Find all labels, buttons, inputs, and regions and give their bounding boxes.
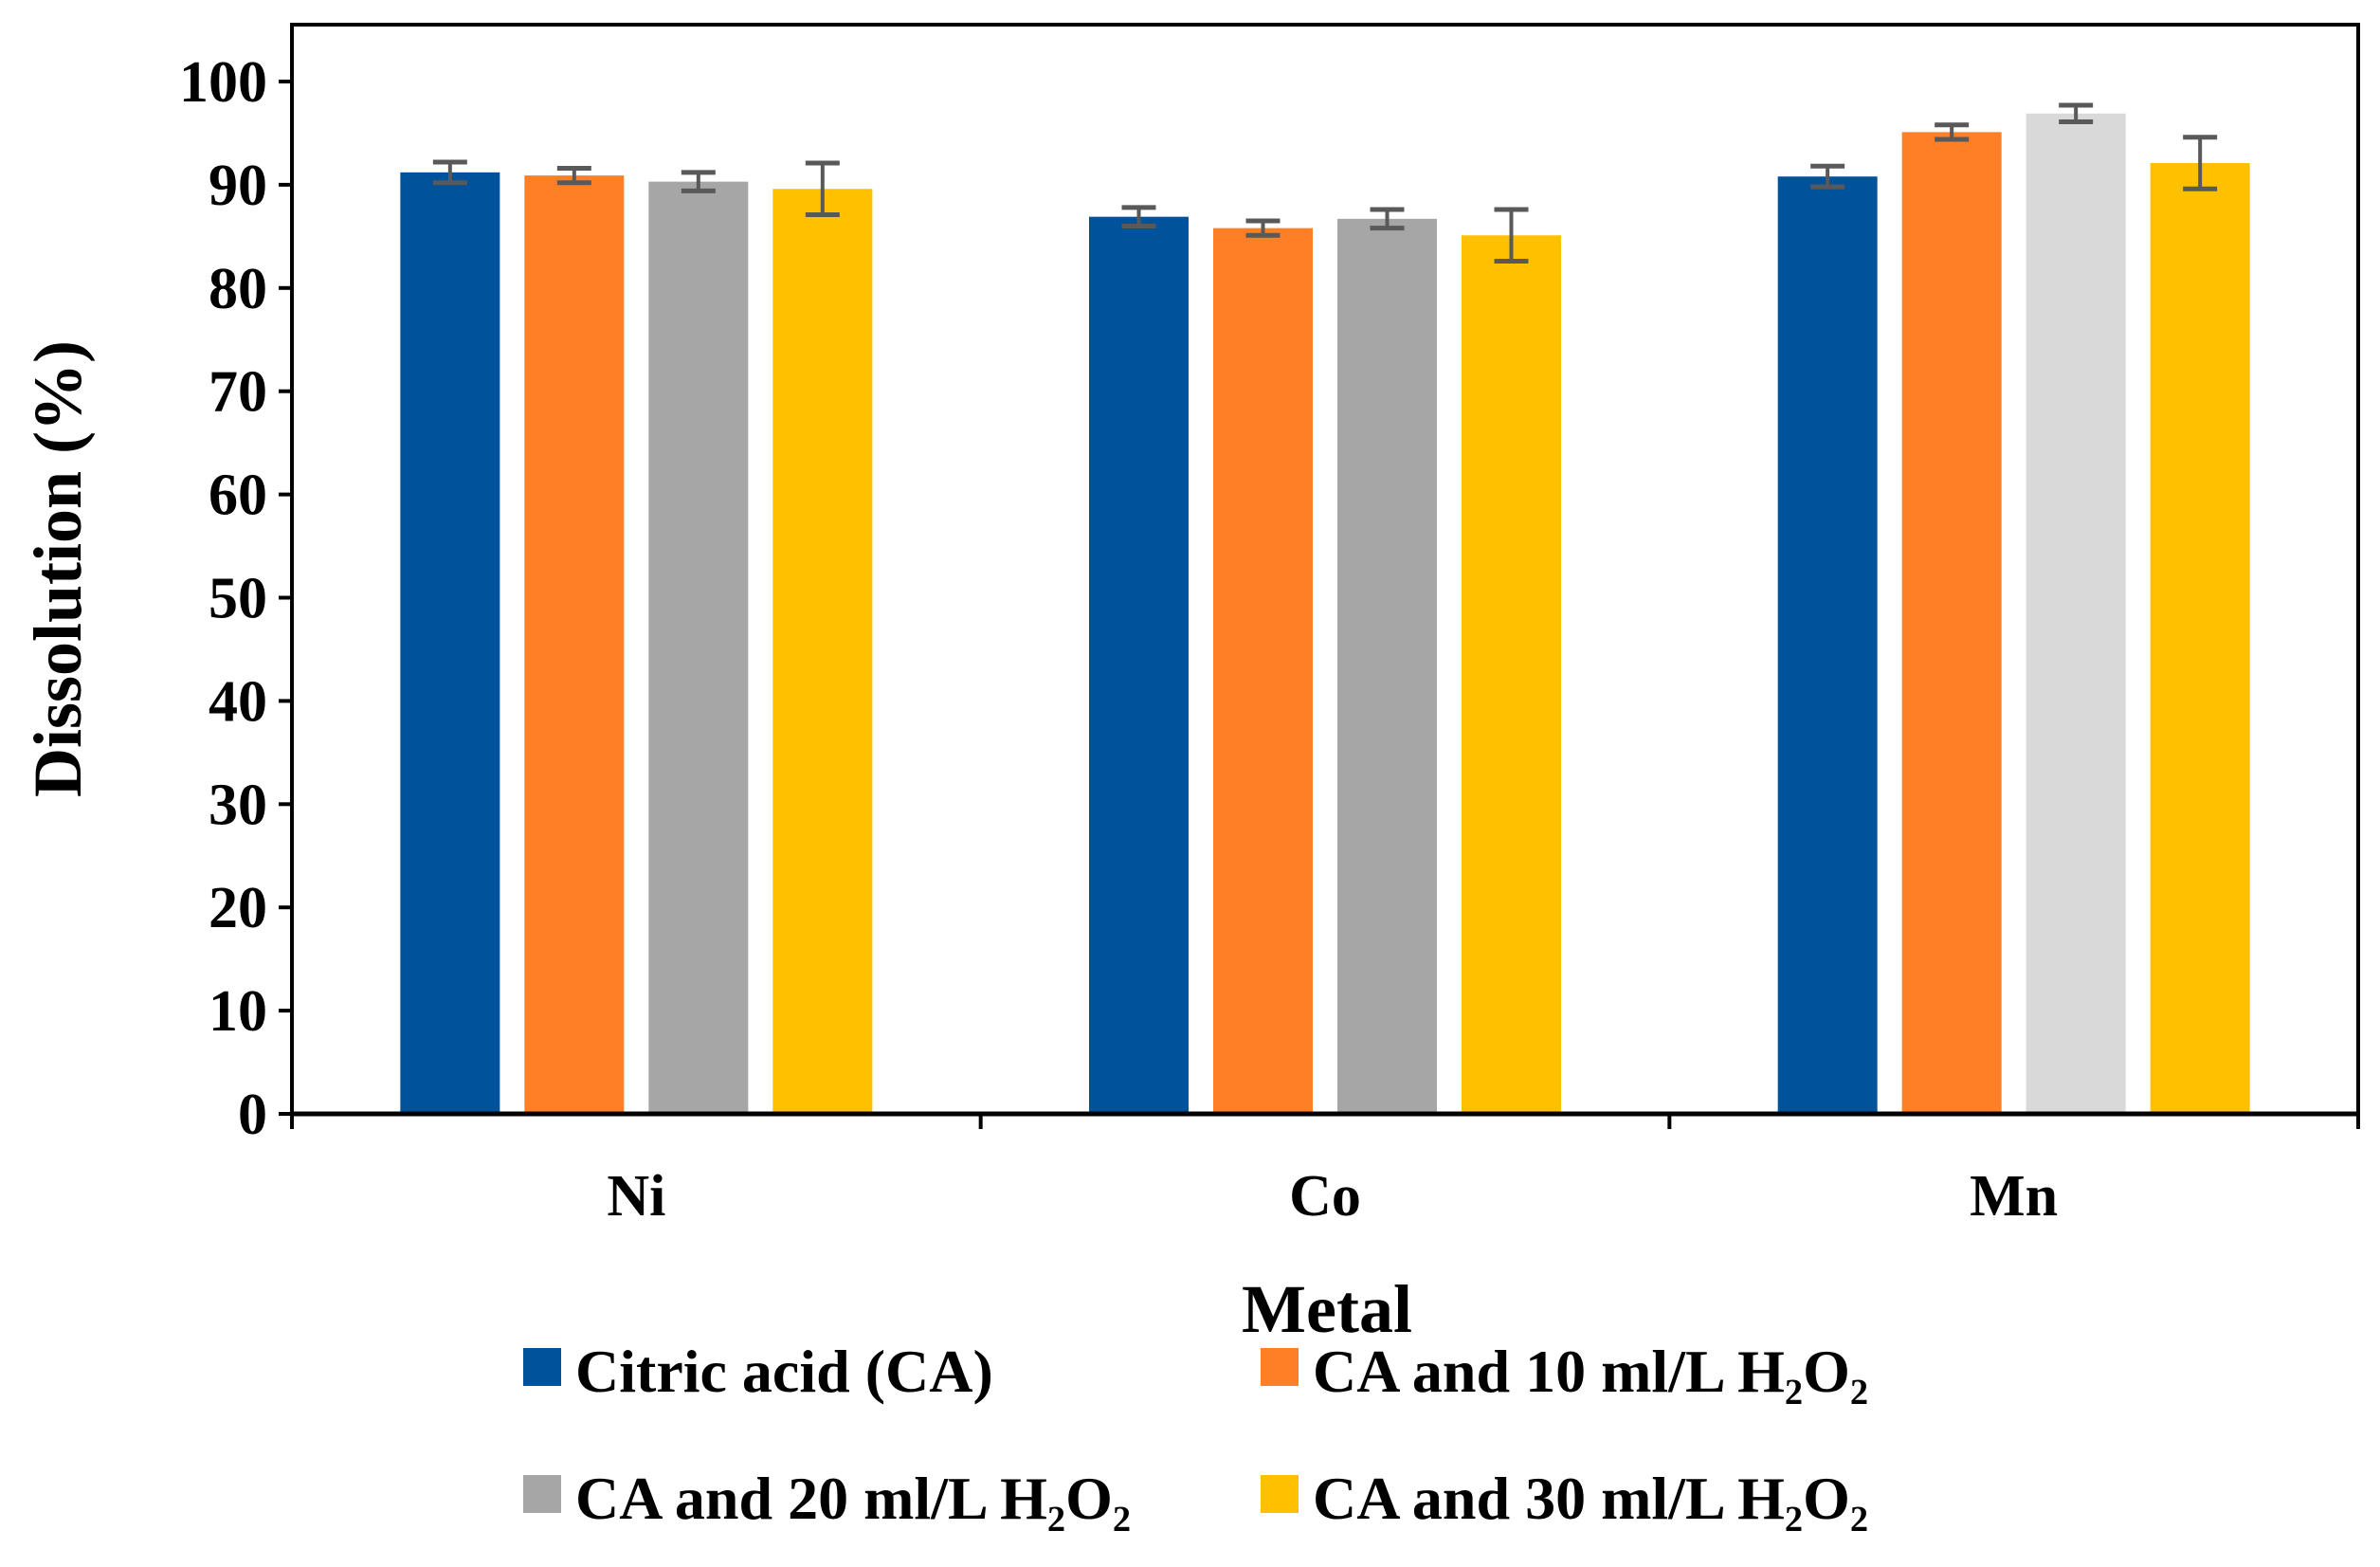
- y-tick-label: 90: [209, 154, 267, 218]
- bar-co-series-2: [1213, 228, 1313, 1114]
- legend-swatch-series-3: [523, 1475, 561, 1513]
- legend-swatch-series-1: [523, 1348, 561, 1386]
- bar-ni-series-3: [648, 181, 749, 1114]
- bar-ni-series-2: [524, 175, 625, 1114]
- y-tick-label: 60: [209, 464, 267, 528]
- y-tick-label: 10: [209, 979, 267, 1044]
- bar-mn-series-1: [1777, 176, 1878, 1115]
- category-label-mn: Mn: [1970, 1164, 2058, 1229]
- category-label-ni: Ni: [607, 1164, 665, 1229]
- bar-mn-series-4: [2150, 163, 2250, 1114]
- legend-swatch-series-2: [1261, 1348, 1299, 1386]
- y-tick-label: 0: [238, 1083, 267, 1147]
- bar-mn-series-2: [1901, 132, 2002, 1115]
- legend-label-series-4: CA and 30 ml/L H₂O₂: [1313, 1465, 1868, 1532]
- y-tick-label: 50: [209, 567, 267, 631]
- legend-swatch-series-4: [1261, 1475, 1299, 1513]
- legend: Citric acid (CA) CA and 10 ml/L H₂O₂ CA an…: [523, 1338, 1868, 1532]
- bar-co-series-1: [1089, 216, 1189, 1114]
- y-tick-label: 20: [209, 876, 267, 940]
- bar-ni-series-4: [772, 189, 873, 1115]
- bars-group: [400, 113, 2250, 1115]
- y-tick-label: 40: [209, 669, 267, 734]
- y-axis-title: Dissolution (%): [20, 340, 96, 797]
- legend-label-series-2: CA and 10 ml/L H₂O₂: [1313, 1338, 1868, 1405]
- y-tick-label: 100: [179, 50, 267, 115]
- x-axis-title: Metal: [1242, 1271, 1412, 1347]
- y-tick-label: 70: [209, 360, 267, 425]
- category-label-co: Co: [1289, 1164, 1361, 1229]
- legend-label-series-1: Citric acid (CA): [575, 1338, 993, 1405]
- legend-label-series-3: CA and 20 ml/L H₂O₂: [575, 1465, 1131, 1532]
- bar-co-series-4: [1462, 235, 1561, 1115]
- bar-co-series-3: [1337, 218, 1437, 1114]
- y-tick-label: 30: [209, 773, 267, 837]
- bar-ni-series-1: [400, 172, 500, 1114]
- y-tick-label: 80: [209, 257, 267, 321]
- bar-mn-series-3: [2026, 113, 2126, 1114]
- x-axis: Ni Co Mn: [290, 1114, 2360, 1229]
- error-bars-group: [432, 102, 2218, 264]
- y-axis: 0 10 20 30 40 50 60 70 80 90 100: [179, 50, 292, 1147]
